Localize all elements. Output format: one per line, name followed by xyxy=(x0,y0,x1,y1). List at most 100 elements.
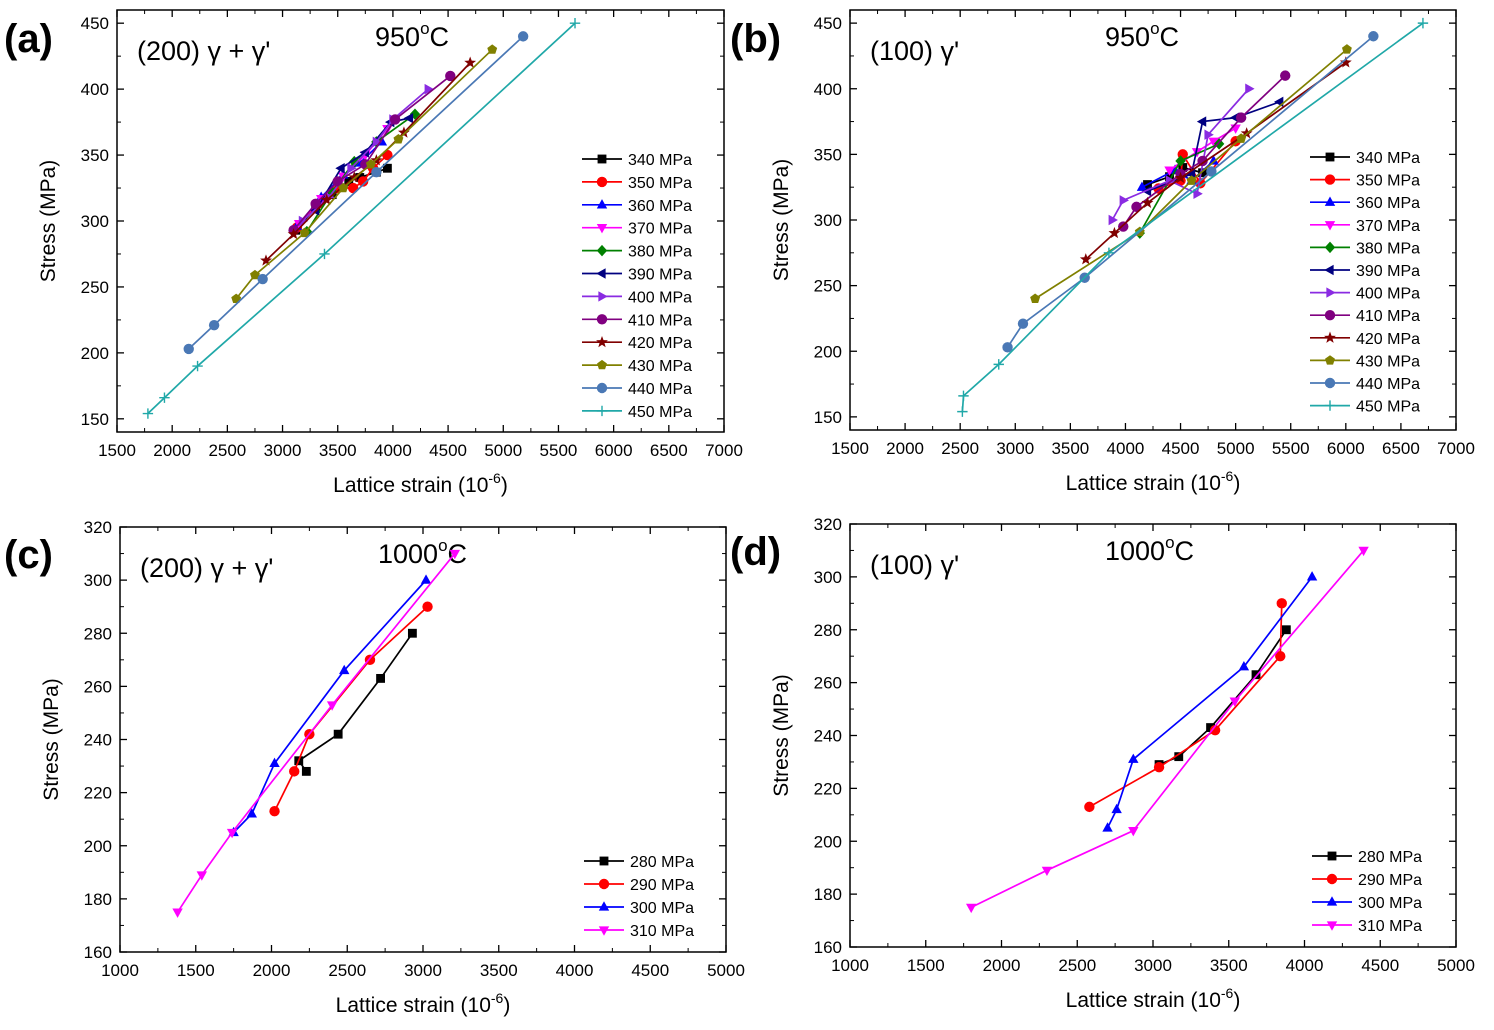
data-point xyxy=(246,808,258,818)
data-point xyxy=(196,871,208,881)
y-tick-label: 220 xyxy=(84,784,112,803)
legend-marker xyxy=(596,405,608,417)
y-tick-label: 320 xyxy=(814,515,842,534)
legend-marker xyxy=(1326,287,1336,298)
data-point xyxy=(1251,670,1261,680)
y-tick-label: 200 xyxy=(814,342,842,361)
legend-label: 370 MPa xyxy=(628,221,692,238)
x-tick-label: 5000 xyxy=(707,961,745,980)
legend-marker xyxy=(598,926,610,936)
legend-marker xyxy=(596,382,608,394)
data-point xyxy=(326,701,338,711)
plane-label: (100) γ' xyxy=(870,36,959,66)
x-tick-label: 4500 xyxy=(1162,439,1200,458)
data-point xyxy=(403,112,414,124)
data-point xyxy=(338,182,349,193)
y-tick-label: 250 xyxy=(814,277,842,296)
x-tick-label: 3500 xyxy=(1210,956,1248,975)
legend-marker xyxy=(1324,264,1334,276)
series-group xyxy=(142,17,581,419)
data-point xyxy=(1141,196,1154,208)
y-tick-label: 240 xyxy=(814,727,842,746)
x-tick-label: 3000 xyxy=(996,439,1034,458)
legend-marker xyxy=(1327,851,1337,861)
x-axis-label: Lattice strain (10-6) xyxy=(336,990,511,1017)
legend-marker xyxy=(1324,241,1336,254)
legend-marker xyxy=(1324,377,1336,389)
data-point xyxy=(464,56,477,68)
legend-marker xyxy=(596,335,608,348)
legend-label: 360 MPa xyxy=(1356,195,1420,212)
y-tick-label: 200 xyxy=(814,832,842,851)
data-point xyxy=(1017,318,1029,329)
x-tick-label: 6500 xyxy=(650,441,688,460)
data-point xyxy=(1175,155,1186,167)
data-point xyxy=(487,44,498,54)
x-tick-label: 4000 xyxy=(1107,439,1145,458)
data-point xyxy=(1275,650,1286,662)
y-axis-label: Stress (MPa) xyxy=(770,159,793,282)
data-point xyxy=(1002,342,1013,353)
y-tick-label: 450 xyxy=(814,14,842,33)
legend-label: 290 MPa xyxy=(1358,872,1422,889)
legend-label: 430 MPa xyxy=(628,358,692,375)
y-tick-label: 300 xyxy=(814,568,842,587)
x-tick-label: 4500 xyxy=(1361,956,1399,975)
legend-marker xyxy=(1324,196,1336,206)
data-point xyxy=(250,269,260,280)
data-point xyxy=(1079,253,1092,265)
legend-label: 310 MPa xyxy=(630,923,694,940)
x-tick-label: 5500 xyxy=(1272,439,1310,458)
y-tick-label: 280 xyxy=(814,621,842,640)
data-point xyxy=(1041,866,1053,877)
plane-label: (200) γ + γ' xyxy=(137,36,270,66)
data-point xyxy=(172,908,183,918)
data-point xyxy=(1119,195,1129,206)
data-point xyxy=(1153,762,1165,773)
data-point xyxy=(359,147,369,158)
y-tick-label: 200 xyxy=(84,837,112,856)
data-point xyxy=(1174,171,1187,184)
data-point xyxy=(420,574,432,584)
temperature-label: 950oC xyxy=(1105,19,1179,52)
legend-marker xyxy=(597,154,607,164)
series-group xyxy=(957,17,1429,417)
data-point xyxy=(1102,822,1113,832)
data-point xyxy=(1084,801,1095,813)
x-tick-label: 2000 xyxy=(983,956,1021,975)
data-point xyxy=(298,215,309,227)
legend-marker xyxy=(596,244,608,257)
y-tick-label: 160 xyxy=(814,938,842,957)
x-tick-label: 2500 xyxy=(328,961,366,980)
y-tick-label: 240 xyxy=(84,731,112,750)
data-point xyxy=(449,549,461,560)
y-tick-label: 280 xyxy=(84,624,112,643)
data-point xyxy=(1273,96,1284,108)
data-point xyxy=(142,408,154,419)
legend-marker xyxy=(1325,355,1335,365)
y-axis-label: Stress (MPa) xyxy=(40,678,63,801)
y-tick-label: 300 xyxy=(84,571,112,590)
data-point xyxy=(424,83,434,95)
x-tick-label: 1500 xyxy=(831,439,869,458)
data-point xyxy=(1306,571,1318,581)
data-point xyxy=(192,360,203,372)
x-tick-label: 2500 xyxy=(208,441,246,460)
y-tick-label: 250 xyxy=(81,278,109,297)
data-point xyxy=(422,601,433,612)
series-line-280-mpa xyxy=(297,632,414,772)
x-tick-label: 3500 xyxy=(1051,439,1089,458)
y-tick-label: 350 xyxy=(81,146,109,165)
data-point xyxy=(382,163,392,173)
x-axis-label: Lattice strain (10-6) xyxy=(1066,468,1241,495)
x-tick-label: 4000 xyxy=(374,441,412,460)
x-tick-label: 3000 xyxy=(264,441,302,460)
legend-label: 390 MPa xyxy=(1356,263,1420,280)
legend: 280 MPa 290 MPa 300 MPa 310 MPa xyxy=(1312,849,1422,935)
legend-marker xyxy=(1324,400,1336,411)
data-point xyxy=(1118,221,1129,232)
data-point xyxy=(517,31,529,42)
legend-marker xyxy=(1325,152,1335,162)
legend-label: 340 MPa xyxy=(628,152,692,169)
legend-label: 360 MPa xyxy=(628,198,692,215)
